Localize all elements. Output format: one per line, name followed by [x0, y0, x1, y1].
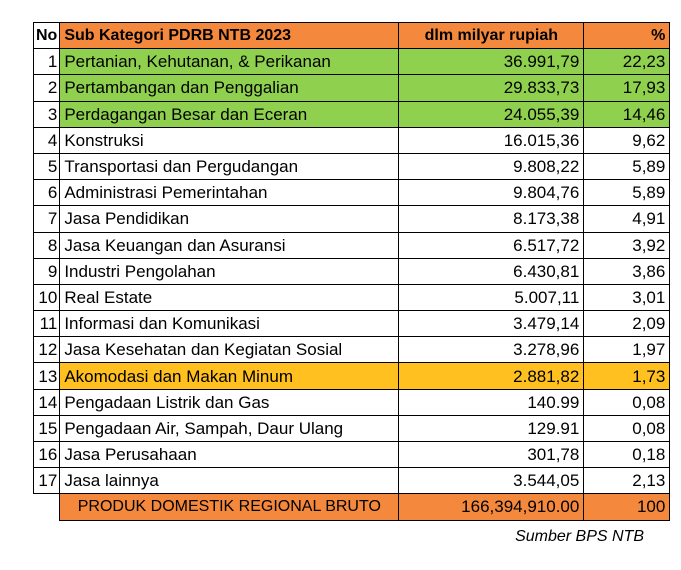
row-number: 11: [32, 310, 61, 338]
total-value: 166,394,910.00: [398, 493, 585, 521]
row-percent: 3,01: [583, 283, 671, 312]
total-row: PRODUK DOMESTIK REGIONAL BRUTO 166,394,91…: [33, 493, 671, 521]
pdrb-table: No Sub Kategori PDRB NTB 2023 dlm milyar…: [32, 21, 671, 521]
pdrb-table-container: No Sub Kategori PDRB NTB 2023 dlm milyar…: [32, 21, 671, 521]
header-no: No: [32, 21, 61, 50]
total-blank: [33, 493, 61, 521]
row-number: 14: [32, 388, 61, 416]
row-number: 15: [32, 414, 61, 443]
row-percent: 2,09: [583, 310, 671, 338]
table-row: 7 Jasa Pendidikan 8.173,38 4,91: [32, 205, 671, 233]
row-number: 13: [32, 362, 61, 390]
row-percent: 0,08: [583, 414, 671, 443]
table-row: 4 Konstruksi 16.015,36 9,62: [32, 126, 671, 154]
header-category: Sub Kategori PDRB NTB 2023: [59, 21, 400, 50]
row-value: 129.91: [398, 414, 585, 443]
row-number: 6: [32, 179, 61, 207]
row-category: Pengadaan Listrik dan Gas: [59, 388, 400, 416]
row-number: 17: [32, 467, 61, 495]
table-row: 11 Informasi dan Komunikasi 3.479,14 2,09: [32, 310, 671, 338]
row-percent: 4,91: [583, 205, 671, 233]
header-value: dlm milyar rupiah: [398, 21, 585, 50]
table-row: 14 Pengadaan Listrik dan Gas 140.99 0,08: [32, 388, 671, 416]
total-percent: 100: [583, 493, 671, 521]
row-number: 7: [32, 205, 61, 233]
table-row: 10 Real Estate 5.007,11 3,01: [32, 283, 671, 312]
row-percent: 14,46: [583, 100, 671, 128]
row-category: Jasa Pendidikan: [59, 205, 400, 233]
row-category: Real Estate: [59, 283, 400, 312]
row-value: 36.991,79: [398, 48, 585, 76]
row-number: 8: [32, 231, 61, 259]
row-number: 3: [32, 100, 61, 128]
row-percent: 9,62: [583, 126, 671, 154]
row-percent: 5,89: [583, 152, 671, 181]
table-row: 15 Pengadaan Air, Sampah, Daur Ulang 129.9…: [32, 414, 671, 443]
row-percent: 1,97: [583, 336, 671, 364]
row-number: 16: [32, 440, 61, 469]
table-row: 8 Jasa Keuangan dan Asuransi 6.517,72 3,92: [32, 231, 671, 259]
total-label: PRODUK DOMESTIK REGIONAL BRUTO: [59, 493, 400, 521]
row-number: 4: [32, 126, 61, 154]
row-category: Jasa Kesehatan dan Kegiatan Sosial: [59, 336, 400, 364]
row-category: Jasa lainnya: [59, 467, 400, 495]
row-category: Pengadaan Air, Sampah, Daur Ulang: [59, 414, 400, 443]
row-value: 2.881,82: [398, 362, 585, 390]
row-category: Konstruksi: [59, 126, 400, 154]
row-percent: 0,08: [583, 388, 671, 416]
row-category: Administrasi Pemerintahan: [59, 179, 400, 207]
row-category: Industri Pengolahan: [59, 257, 400, 285]
table-row: 17 Jasa lainnya 3.544,05 2,13: [32, 467, 671, 495]
row-number: 5: [32, 152, 61, 181]
row-number: 1: [32, 48, 61, 76]
table-row: 16 Jasa Perusahaan 301,78 0,18: [32, 440, 671, 469]
row-percent: 3,92: [583, 231, 671, 259]
row-number: 12: [32, 336, 61, 364]
row-value: 6.430,81: [398, 257, 585, 285]
row-percent: 2,13: [583, 467, 671, 495]
row-value: 29.833,73: [398, 74, 585, 102]
row-category: Pertambangan dan Penggalian: [59, 74, 400, 102]
row-percent: 0,18: [583, 440, 671, 469]
row-number: 10: [32, 283, 61, 312]
row-percent: 22,23: [583, 48, 671, 76]
row-category: Perdagangan Besar dan Eceran: [59, 100, 400, 128]
row-category: Jasa Perusahaan: [59, 440, 400, 469]
table-row: 2 Pertambangan dan Penggalian 29.833,73 17,…: [32, 74, 671, 102]
table-row: 6 Administrasi Pemerintahan 9.804,76 5,89: [32, 179, 671, 207]
table-row: 5 Transportasi dan Pergudangan 9.808,22 5,8…: [32, 152, 671, 181]
row-value: 5.007,11: [398, 283, 585, 312]
row-value: 140.99: [398, 388, 585, 416]
row-value: 3.544,05: [398, 467, 585, 495]
row-number: 9: [32, 257, 61, 285]
row-value: 16.015,36: [398, 126, 585, 154]
row-percent: 5,89: [583, 179, 671, 207]
table-row: 1 Pertanian, Kehutanan, & Perikanan 36.991…: [32, 48, 671, 76]
row-value: 9.804,76: [398, 179, 585, 207]
row-number: 2: [32, 74, 61, 102]
row-value: 24.055,39: [398, 100, 585, 128]
table-row: 13 Akomodasi dan Makan Minum 2.881,82 1,73: [32, 362, 671, 390]
row-value: 301,78: [398, 440, 585, 469]
row-percent: 1,73: [583, 362, 671, 390]
row-value: 6.517,72: [398, 231, 585, 259]
row-percent: 17,93: [583, 74, 671, 102]
table-header-row: No Sub Kategori PDRB NTB 2023 dlm milyar…: [32, 21, 671, 50]
header-percent: %: [583, 21, 671, 50]
row-value: 9.808,22: [398, 152, 585, 181]
row-value: 8.173,38: [398, 205, 585, 233]
row-percent: 3,86: [583, 257, 671, 285]
row-category: Informasi dan Komunikasi: [59, 310, 400, 338]
row-category: Akomodasi dan Makan Minum: [59, 362, 400, 390]
table-row: 9 Industri Pengolahan 6.430,81 3,86: [32, 257, 671, 285]
source-note: Sumber BPS NTB: [515, 528, 644, 545]
row-value: 3.479,14: [398, 310, 585, 338]
table-row: 12 Jasa Kesehatan dan Kegiatan Sosial 3.27…: [32, 336, 671, 364]
row-value: 3.278,96: [398, 336, 585, 364]
row-category: Transportasi dan Pergudangan: [59, 152, 400, 181]
table-row: 3 Perdagangan Besar dan Eceran 24.055,39 14…: [32, 100, 671, 128]
row-category: Pertanian, Kehutanan, & Perikanan: [59, 48, 400, 76]
row-category: Jasa Keuangan dan Asuransi: [59, 231, 400, 259]
